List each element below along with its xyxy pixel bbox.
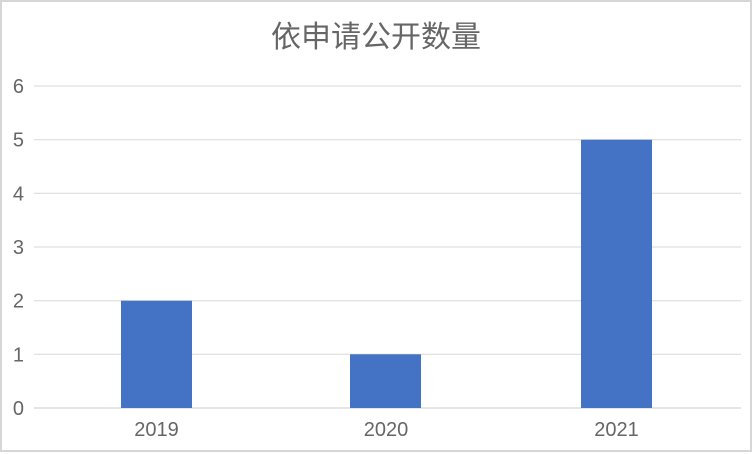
svg-text:4: 4 xyxy=(13,183,24,205)
svg-text:3: 3 xyxy=(13,237,24,259)
svg-text:2021: 2021 xyxy=(594,419,639,441)
svg-text:5: 5 xyxy=(13,130,24,152)
svg-text:6: 6 xyxy=(13,76,24,98)
svg-text:1: 1 xyxy=(13,344,24,366)
svg-text:2: 2 xyxy=(13,291,24,313)
svg-text:2019: 2019 xyxy=(134,419,179,441)
svg-text:2020: 2020 xyxy=(364,419,409,441)
svg-text:0: 0 xyxy=(13,398,24,420)
